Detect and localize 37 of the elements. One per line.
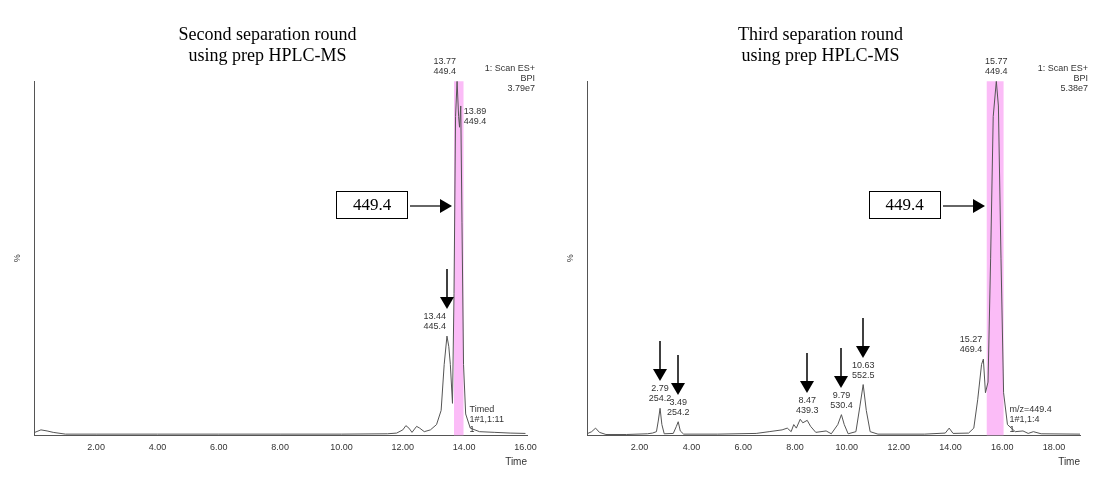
annotation: 1: Scan ES+ BPI 5.38e7 xyxy=(1037,63,1088,94)
x-axis-title: Time xyxy=(505,455,528,467)
annotation: 8.47 439.3 xyxy=(795,395,819,416)
annotation: 13.89 449.4 xyxy=(463,105,487,126)
x-tick-label: 2.00 xyxy=(87,442,105,453)
x-tick-label: 16.00 xyxy=(991,442,1014,453)
x-tick-label: 14.00 xyxy=(452,442,476,453)
annotation: 449.4 xyxy=(336,191,408,220)
annotation: 449.4 xyxy=(868,191,941,220)
annotation: 13.44 445.4 xyxy=(423,311,446,332)
annotation: 15.77 449.4 xyxy=(985,56,1008,77)
y-axis-title: % xyxy=(564,254,575,263)
x-tick-label: 2.00 xyxy=(630,442,649,453)
chart-title: Second separation round using prep HPLC-MS xyxy=(178,23,357,66)
x-tick-label: 6.00 xyxy=(210,442,228,453)
x-axis-title: Time xyxy=(1058,455,1081,467)
annotation: 10.63 552.5 xyxy=(851,359,875,380)
x-tick-label: 8.00 xyxy=(271,442,289,453)
x-tick-label: 4.00 xyxy=(682,442,701,453)
annotation: m/z=449.4 1#1,1:4 1 xyxy=(1009,404,1052,435)
x-tick-label: 12.00 xyxy=(887,442,910,453)
x-tick-label: 8.00 xyxy=(786,442,804,453)
x-tick-label: 14.00 xyxy=(939,442,962,453)
x-tick-label: 10.00 xyxy=(835,442,859,453)
annotation: Timed 1#1,1:11 1 xyxy=(469,404,504,435)
annotation: 9.79 530.4 xyxy=(830,389,853,410)
chart-title: Third separation round using prep HPLC-MS xyxy=(738,23,903,66)
x-tick-label: 6.00 xyxy=(734,442,752,453)
annotation: 15.27 469.4 xyxy=(959,334,983,355)
x-tick-label: 10.00 xyxy=(330,442,353,453)
annotation: 13.77 449.4 xyxy=(433,56,457,77)
x-tick-label: 18.00 xyxy=(1042,442,1066,453)
y-axis-title: % xyxy=(11,254,22,263)
x-tick-label: 4.00 xyxy=(148,442,167,453)
annotation: 1: Scan ES+ BPI 3.79e7 xyxy=(484,63,535,94)
x-tick-label: 12.00 xyxy=(391,442,415,453)
x-tick-label: 16.00 xyxy=(514,442,537,453)
